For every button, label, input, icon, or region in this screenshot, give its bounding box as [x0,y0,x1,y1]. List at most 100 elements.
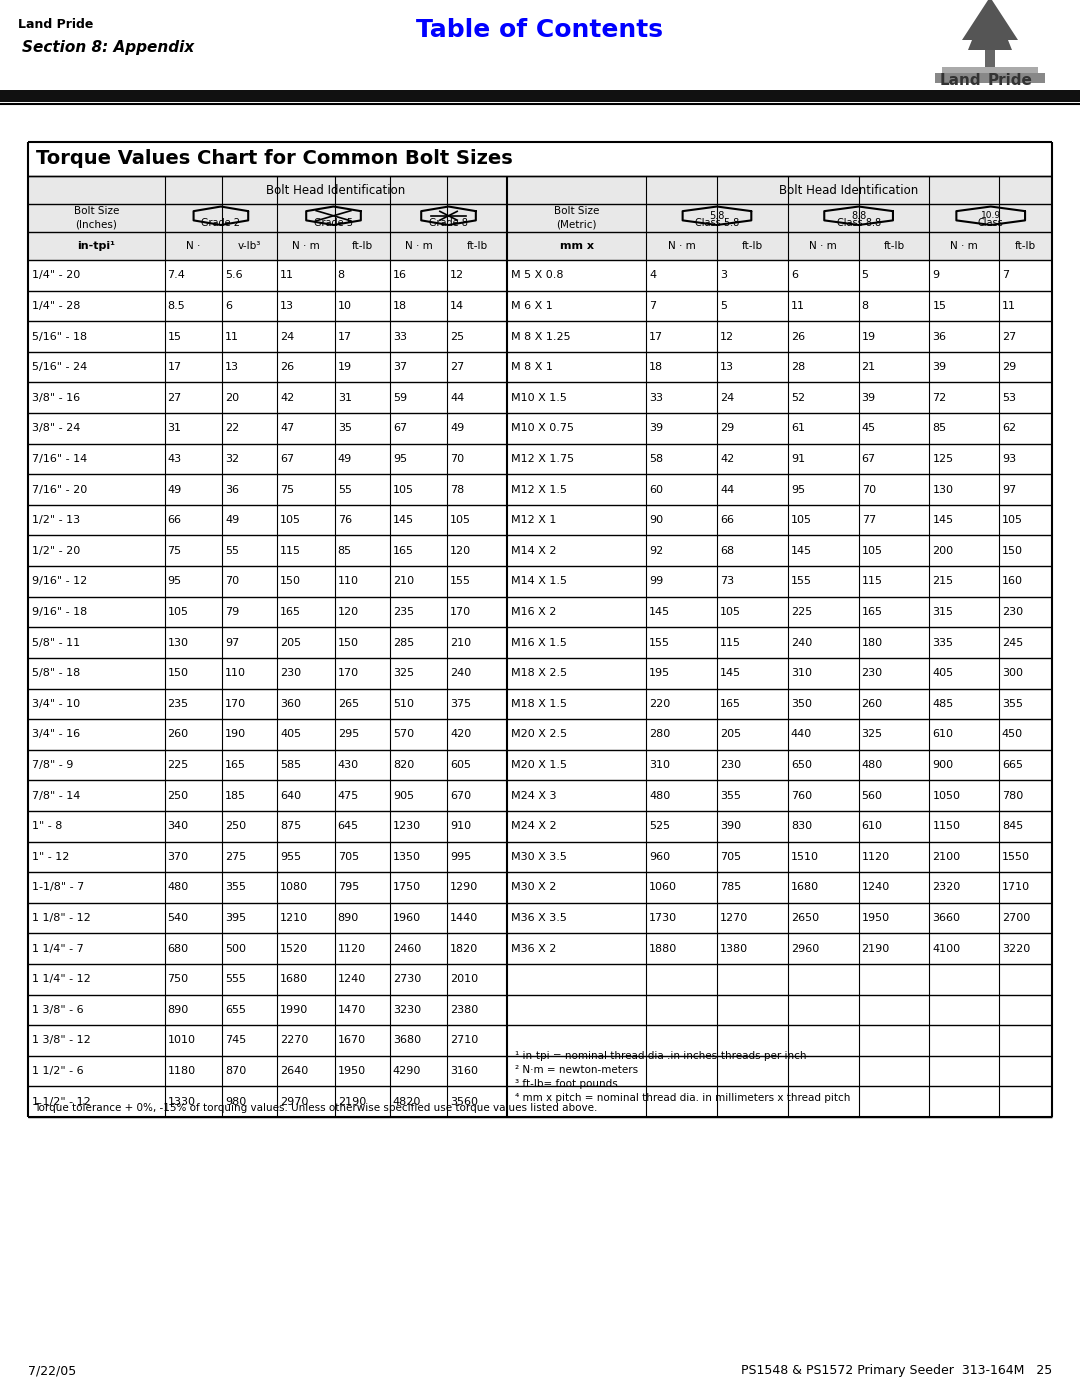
Text: 165: 165 [393,546,414,556]
Text: ft-lb: ft-lb [742,242,762,251]
Text: 150: 150 [280,577,301,587]
Text: 18: 18 [393,300,407,312]
Text: 250: 250 [225,821,246,831]
Text: 1990: 1990 [280,1004,309,1014]
Text: M 8 X 1: M 8 X 1 [511,362,553,372]
Text: 12: 12 [450,270,464,281]
Text: 955: 955 [280,852,301,862]
Text: 35: 35 [338,423,352,433]
Text: 440: 440 [791,729,812,739]
Text: 260: 260 [167,729,189,739]
Text: Land Pride: Land Pride [18,18,93,31]
Text: 1710: 1710 [1002,883,1030,893]
Text: 19: 19 [862,331,876,341]
Text: 11: 11 [225,331,239,341]
Text: 4: 4 [649,270,657,281]
Text: N ·: N · [186,242,201,251]
Text: 1240: 1240 [338,974,366,985]
Text: 190: 190 [225,729,246,739]
Polygon shape [28,176,508,204]
Text: 1050: 1050 [932,791,960,800]
Text: 205: 205 [280,637,301,648]
Text: 33: 33 [649,393,663,402]
Text: 1/4" - 28: 1/4" - 28 [32,300,80,312]
Text: 7/8" - 14: 7/8" - 14 [32,791,80,800]
Text: Bolt Size
(Inches): Bolt Size (Inches) [73,207,119,229]
Text: 2710: 2710 [450,1035,478,1045]
Text: 92: 92 [649,546,663,556]
Text: M30 X 2: M30 X 2 [511,883,556,893]
Text: 1230: 1230 [393,821,421,831]
Text: 1240: 1240 [862,883,890,893]
Text: 160: 160 [1002,577,1023,587]
Text: 6: 6 [791,270,798,281]
Text: 99: 99 [649,577,663,587]
Text: 1 1/8" - 12: 1 1/8" - 12 [32,914,91,923]
Text: 360: 360 [280,698,301,708]
Text: M16 X 1.5: M16 X 1.5 [511,637,567,648]
Text: 44: 44 [720,485,734,495]
Text: 8: 8 [862,300,868,312]
Text: 1 3/8" - 6: 1 3/8" - 6 [32,1004,83,1014]
Text: 510: 510 [393,698,414,708]
Text: 670: 670 [450,791,472,800]
Text: 185: 185 [225,791,246,800]
Text: 120: 120 [450,546,472,556]
Text: 1550: 1550 [1002,852,1030,862]
Text: N · m: N · m [809,242,837,251]
Text: 3220: 3220 [1002,943,1030,954]
Text: 165: 165 [280,606,301,617]
Text: 68: 68 [720,546,734,556]
Text: 4290: 4290 [393,1066,421,1076]
Text: 67: 67 [862,454,876,464]
Text: 5/16" - 24: 5/16" - 24 [32,362,87,372]
Text: 525: 525 [649,821,671,831]
Text: 150: 150 [167,668,189,678]
Text: 95: 95 [393,454,407,464]
Text: 680: 680 [167,943,189,954]
Text: 3: 3 [720,270,727,281]
Text: Grade 5: Grade 5 [314,218,353,228]
Text: 605: 605 [450,760,471,770]
Text: 215: 215 [932,577,954,587]
Text: 200: 200 [932,546,954,556]
Text: 405: 405 [932,668,954,678]
Text: 52: 52 [791,393,805,402]
Text: M36 X 2: M36 X 2 [511,943,556,954]
Text: Bolt Size
(Metric): Bolt Size (Metric) [554,207,599,229]
Text: 11: 11 [1002,300,1016,312]
Text: Grade 2: Grade 2 [201,218,241,228]
Text: 195: 195 [649,668,671,678]
Text: 610: 610 [932,729,954,739]
Text: 1750: 1750 [393,883,421,893]
Text: 47: 47 [280,423,295,433]
Text: 230: 230 [280,668,301,678]
Text: 275: 275 [225,852,246,862]
Text: 66: 66 [720,515,734,525]
Text: 3660: 3660 [932,914,960,923]
Text: 7/16" - 20: 7/16" - 20 [32,485,87,495]
Text: 3/4" - 16: 3/4" - 16 [32,729,80,739]
Text: 370: 370 [167,852,189,862]
Text: 90: 90 [649,515,663,525]
Text: ft-lb: ft-lb [1015,242,1036,251]
Text: 130: 130 [167,637,189,648]
Text: 13: 13 [225,362,239,372]
Text: 240: 240 [791,637,812,648]
Text: 2270: 2270 [280,1035,309,1045]
Text: M14 X 1.5: M14 X 1.5 [511,577,567,587]
Text: 72: 72 [932,393,947,402]
Text: 7.4: 7.4 [167,270,186,281]
Text: 27: 27 [450,362,464,372]
Text: 1960: 1960 [393,914,421,923]
Text: 125: 125 [932,454,954,464]
Text: 1210: 1210 [280,914,308,923]
Text: 2730: 2730 [393,974,421,985]
Text: 1950: 1950 [862,914,890,923]
Text: 1180: 1180 [167,1066,195,1076]
Text: 1950: 1950 [338,1066,366,1076]
Text: 1/2" - 20: 1/2" - 20 [32,546,80,556]
Text: 375: 375 [450,698,472,708]
Text: 105: 105 [393,485,414,495]
Text: 17: 17 [167,362,181,372]
